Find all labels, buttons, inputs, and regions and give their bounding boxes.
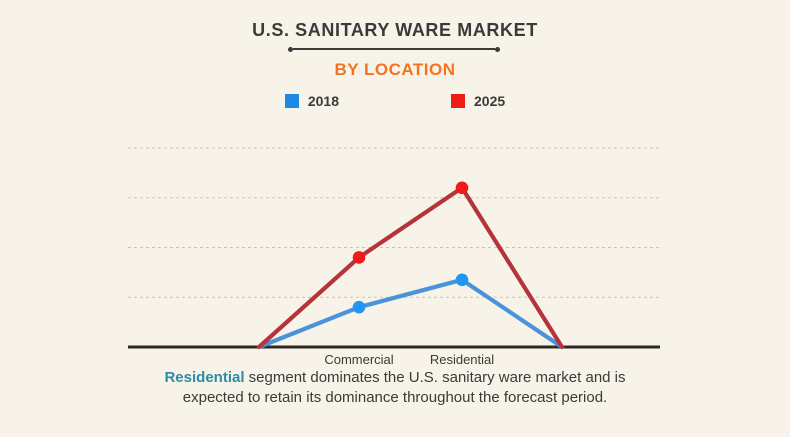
page-title: U.S. SANITARY WARE MARKET: [252, 20, 538, 40]
legend-label-2018: 2018: [307, 93, 339, 109]
caption-highlight: Residential: [164, 369, 245, 386]
caption-line-1-rest: segment dominates the U.S. sanitary ware…: [244, 369, 626, 386]
caption-line-2: expected to retain its dominance through…: [182, 389, 608, 406]
category-label-Residential: Residential: [430, 352, 494, 367]
divider-right-dot: [495, 46, 500, 52]
category-label-Commercial: Commercial: [324, 352, 393, 367]
caption: Residential segment dominates the U.S. s…: [0, 368, 790, 408]
title-divider: [288, 46, 500, 52]
divider-left-dot: [288, 46, 293, 52]
series-2018-line: [256, 277, 565, 350]
series-2018-marker-Residential: [455, 273, 469, 287]
chart-legend: 2018 2025: [0, 93, 790, 109]
legend-swatch-2018: [284, 94, 299, 108]
page-subtitle: BY LOCATION: [334, 60, 456, 79]
series-2025-marker-Residential: [455, 181, 469, 195]
series-2025-marker-Commercial: [352, 251, 366, 264]
legend-label-2025: 2025: [474, 93, 506, 109]
line-chart: Commercial Residential: [128, 147, 660, 367]
legend-swatch-2025: [451, 94, 465, 108]
divider-line: [293, 48, 495, 50]
series-2025-line: [256, 185, 565, 350]
caption-line-1: Residential segment dominates the U.S. s…: [0, 368, 790, 388]
series-2018-marker-Commercial: [352, 300, 366, 314]
legend-item-2025: 2025: [451, 93, 505, 109]
legend-item-2018: 2018: [284, 93, 339, 109]
